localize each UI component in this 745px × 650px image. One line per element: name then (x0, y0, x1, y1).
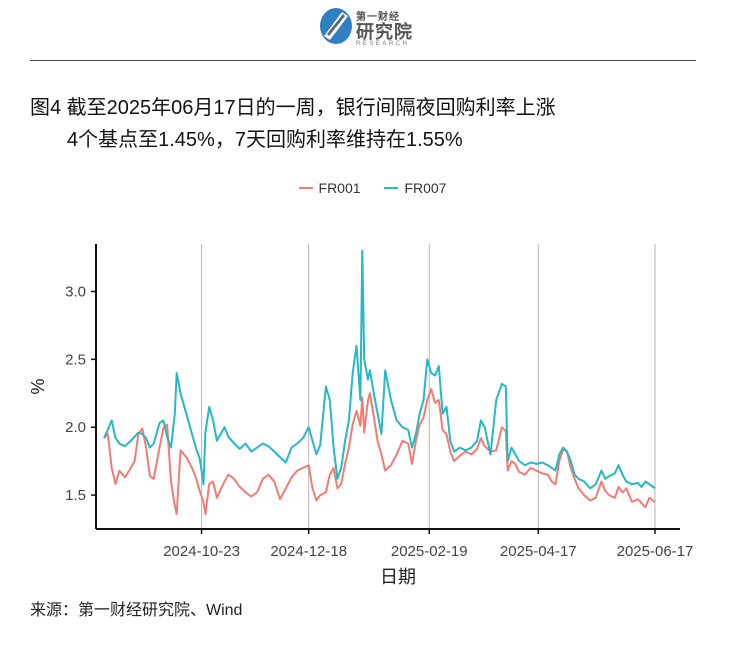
logo-sub-text: RESEARCH (356, 41, 410, 47)
y-tick-label: 2.0 (65, 419, 86, 436)
x-axis-title: 日期 (380, 567, 416, 587)
chart-tick-labels: 1.5 2.0 2.5 3.0 2024-10-23 2024-12-18 2025-02-… (28, 284, 693, 588)
legend-swatch-fr007 (384, 187, 399, 190)
y-axis-title: % (28, 378, 48, 394)
x-tick-label: 2024-12-18 (270, 543, 347, 560)
x-tick-label: 2025-02-19 (391, 543, 468, 560)
figure-title-line2: 4个基点至1.45%，7天回购利率维持在1.55% (67, 129, 463, 151)
series-line-fr001 (103, 388, 656, 516)
y-tick-label: 2.5 (65, 351, 86, 368)
chart-gridlines (201, 244, 656, 529)
figure-title: 图4 截至2025年06月17日的一周，银行间隔夜回购利率上涨 4个基点至1.4… (30, 92, 556, 156)
x-tick-label: 2024-10-23 (163, 543, 240, 560)
legend-label-fr001: FR001 (318, 180, 361, 196)
y-tick-label: 1.5 (65, 487, 86, 504)
x-tick-label: 2025-04-17 (500, 543, 577, 560)
x-tick-label: 2025-06-17 (617, 543, 694, 560)
logo-small-text: 第一财经 (356, 12, 400, 23)
chart-legend: FR001 FR007 (0, 180, 745, 196)
source-note: 来源：第一财经研究院、Wind (30, 602, 243, 619)
legend-item-fr007: FR007 (384, 180, 446, 196)
y-tick-label: 3.0 (65, 284, 86, 301)
series-line-fr007 (103, 249, 656, 490)
legend-swatch-fr001 (298, 187, 313, 190)
chart-axes (91, 244, 680, 534)
research-logo: 第一财经 研究院 RESEARCH (318, 6, 428, 50)
logo-main-text: 研究院 (356, 22, 413, 42)
chart-series (103, 249, 656, 516)
legend-item-fr001: FR001 (298, 180, 361, 196)
figure-title-line1: 图4 截至2025年06月17日的一周，银行间隔夜回购利率上涨 (30, 97, 556, 119)
logo-emblem-icon (320, 8, 352, 44)
header-divider (30, 60, 696, 61)
legend-label-fr007: FR007 (404, 180, 447, 196)
